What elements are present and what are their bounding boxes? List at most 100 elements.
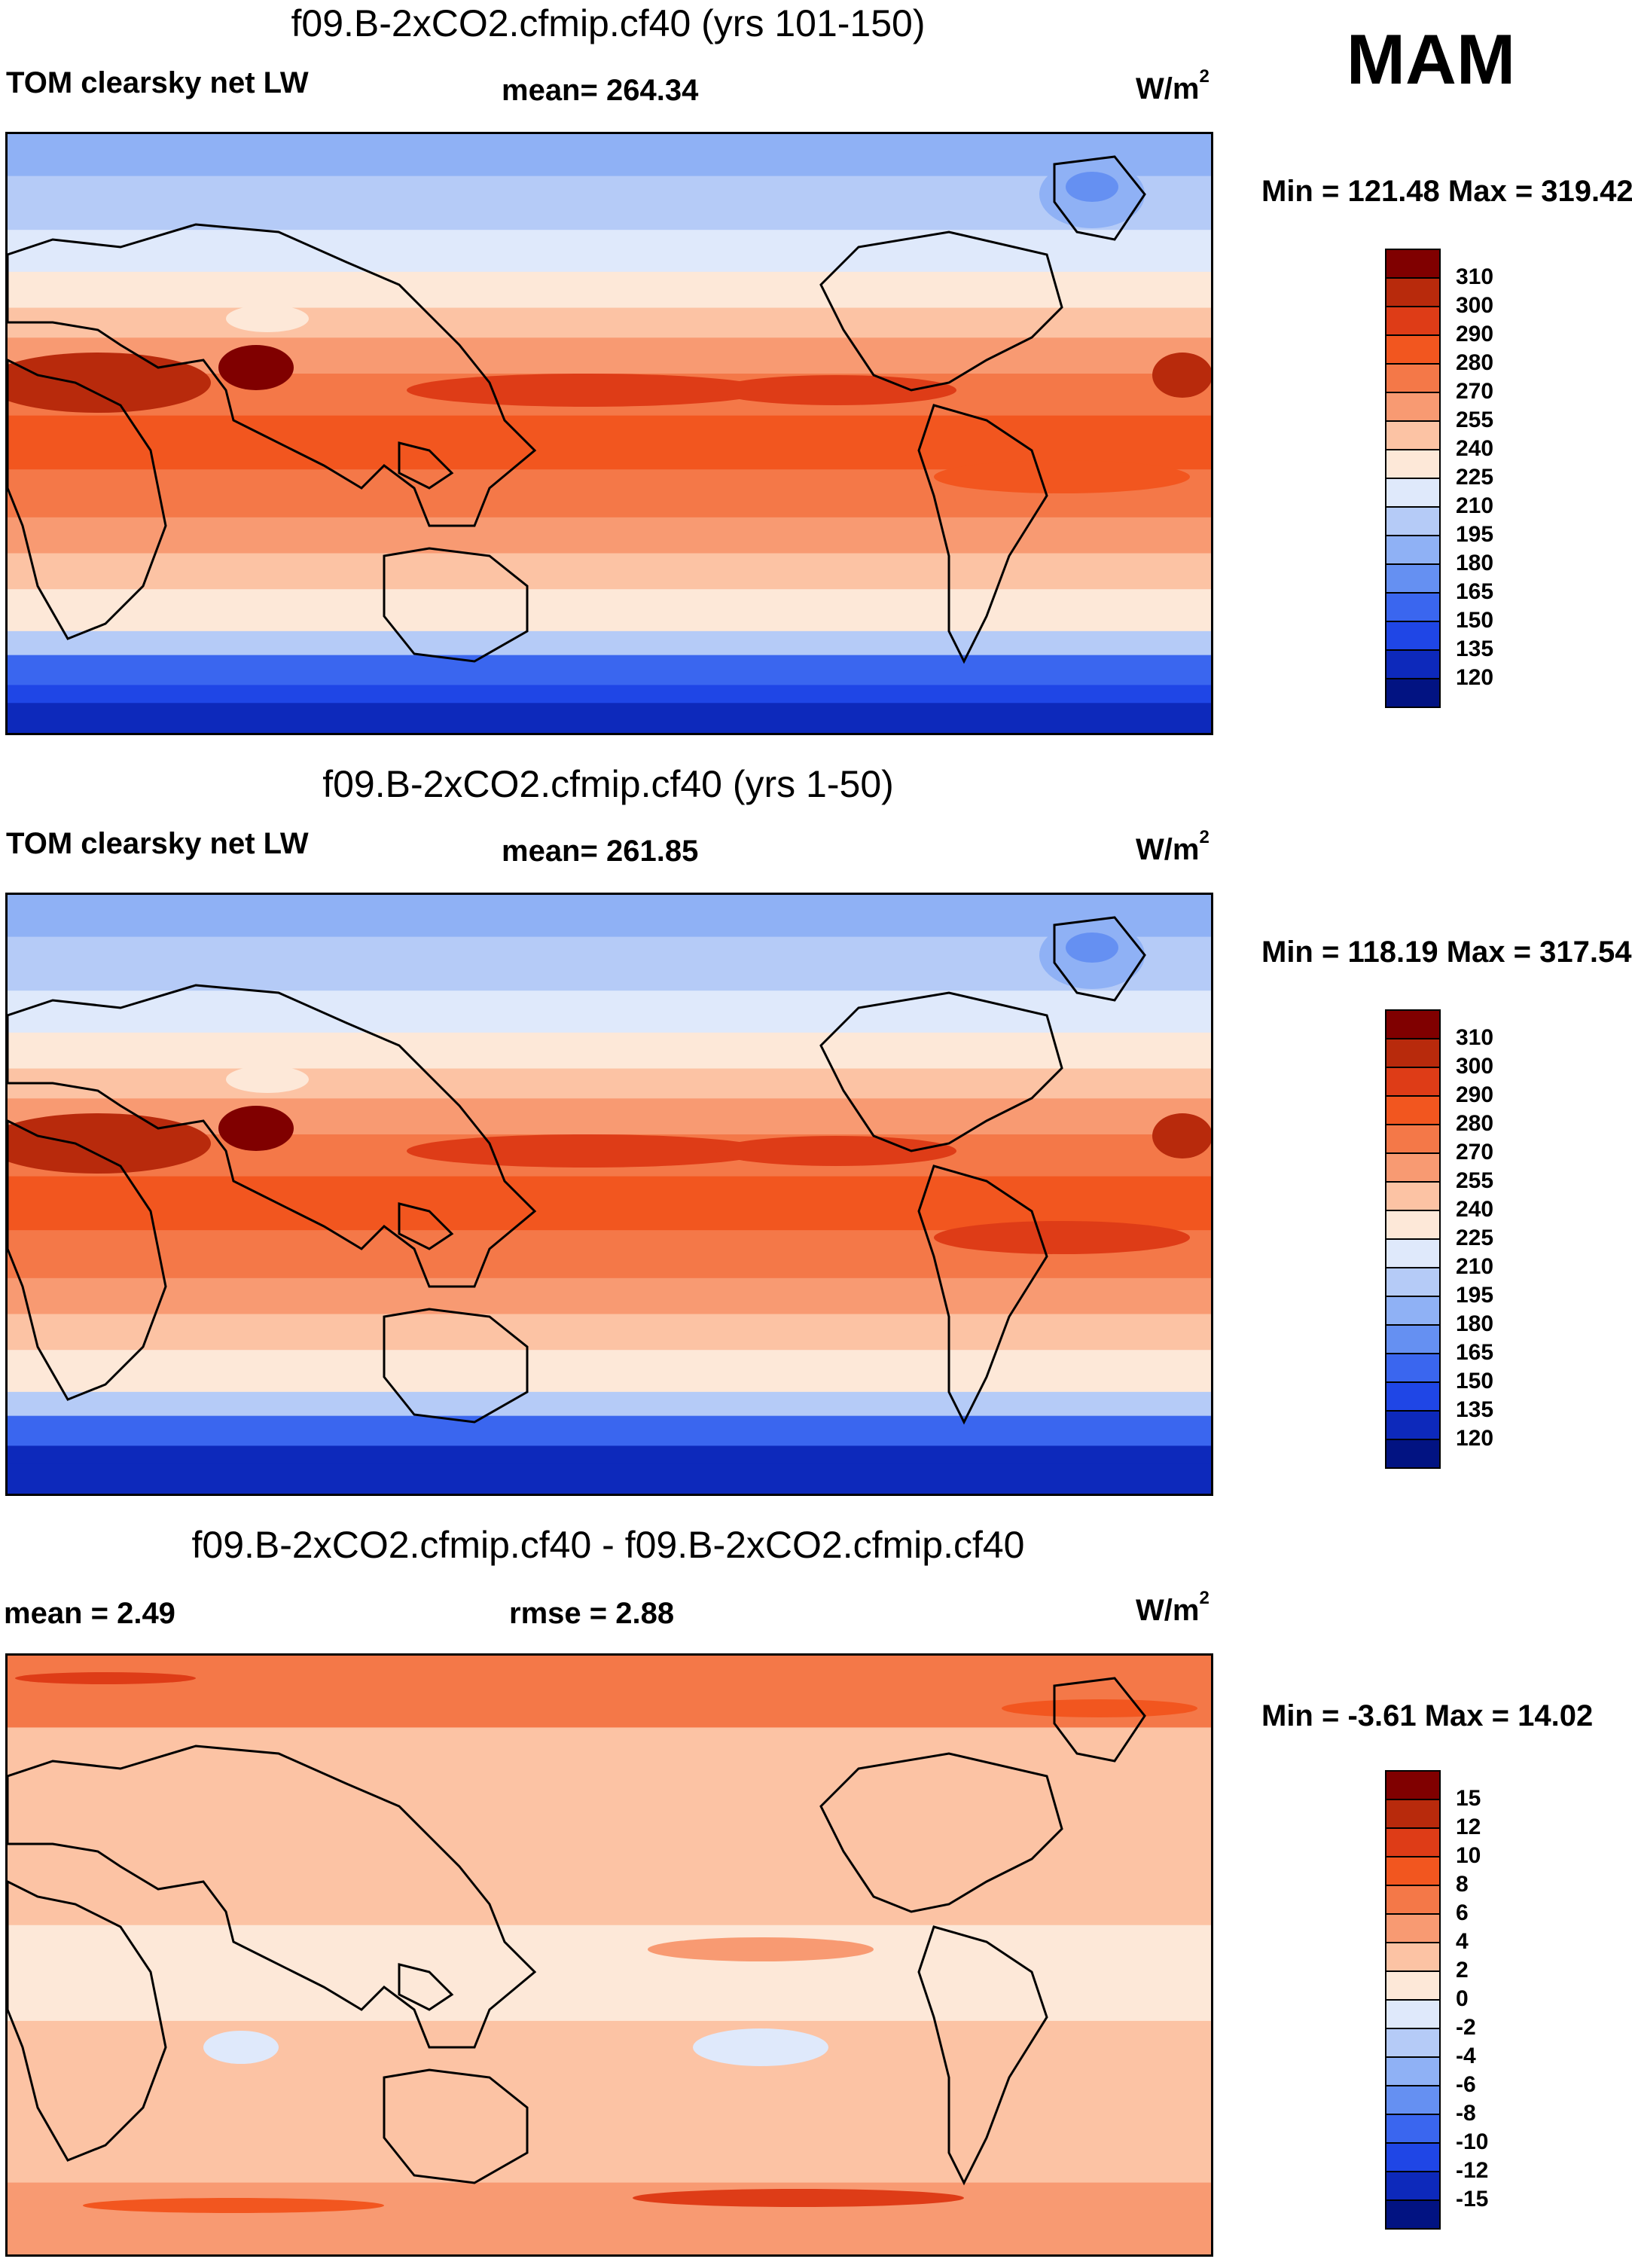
- colorbar-tick-label: -15: [1456, 2187, 1489, 2212]
- colorbar-tick-label: 165: [1456, 1340, 1494, 1365]
- panel-2-title: f09.B-2xCO2.cfmip.cf40 (yrs 1-50): [322, 763, 894, 805]
- antarctic-band: [8, 2182, 1211, 2254]
- warm-core: [934, 460, 1190, 493]
- colorbar-tick-label: 6: [1456, 1900, 1469, 1925]
- colorbar-tick-label: 310: [1456, 1025, 1494, 1050]
- coastline: [917, 1925, 1048, 2186]
- panel-3-colorbar: 15 12 10 8 6 4 2 0 -2 -4 -6 -8 -10 -12 -15: [1385, 1770, 1488, 2252]
- tropical-band: [8, 1925, 1211, 2021]
- panel-1-variable-label: TOM clearsky net LW: [6, 66, 309, 99]
- coastline: [1053, 1677, 1146, 1763]
- coastline: [8, 223, 537, 527]
- colorbar-swatch: [1385, 2056, 1441, 2086]
- coastline: [8, 1880, 167, 2162]
- coastline: [819, 1752, 1063, 1913]
- colorbar-tick-label: -10: [1456, 2129, 1489, 2154]
- plateau-cold-spot: [226, 1066, 309, 1093]
- colorbar-swatch: [1385, 1439, 1441, 1469]
- antarctic-band: [8, 1464, 1211, 1494]
- colorbar-tick-label: 165: [1456, 579, 1494, 604]
- colorbar-tick-label: 280: [1456, 1111, 1494, 1136]
- zonal-band: [8, 895, 1211, 938]
- colorbar-tick-label: -8: [1456, 2101, 1476, 2126]
- panel-2-min-max: Min = 118.19 Max = 317.54: [1261, 936, 1632, 969]
- panel-1-min-max: Min = 121.48 Max = 319.42: [1261, 175, 1632, 208]
- panel-3-units: W/m2: [1136, 1588, 1210, 1628]
- colorbar-tick-label: 15: [1456, 1786, 1481, 1811]
- colorbar-swatch: [1385, 1296, 1441, 1326]
- zonal-band: [8, 271, 1211, 309]
- colorbar-tick-label: 195: [1456, 1283, 1494, 1308]
- panel-2-mean: mean= 261.85: [502, 835, 699, 868]
- colorbar-swatch: [1385, 306, 1441, 336]
- colorbar-swatch: [1385, 1095, 1441, 1125]
- colorbar-tick-label: -12: [1456, 2158, 1489, 2183]
- colorbar-swatch: [1385, 2114, 1441, 2144]
- coastline: [8, 1744, 537, 2049]
- colorbar-tick-label: 280: [1456, 350, 1494, 375]
- colorbar-tick-label: 150: [1456, 1369, 1494, 1393]
- coastline: [383, 547, 529, 663]
- zonal-band: [8, 1314, 1211, 1351]
- coastline: [398, 1202, 454, 1250]
- warm-core: [1152, 1113, 1211, 1158]
- coastline: [917, 404, 1048, 664]
- colorbar-swatch: [1385, 2199, 1441, 2230]
- colorbar-swatch: [1385, 249, 1441, 279]
- colorbar-swatch: [1385, 1210, 1441, 1240]
- zonal-band: [8, 230, 1211, 273]
- zonal-band: [8, 307, 1211, 339]
- panel-1-title: f09.B-2xCO2.cfmip.cf40 (yrs 101-150): [291, 2, 926, 44]
- panel-1-map: [5, 132, 1213, 735]
- colorbar-swatch: [1385, 2142, 1441, 2172]
- colorbar-swatch: [1385, 1856, 1441, 1886]
- colorbar-swatch: [1385, 535, 1441, 565]
- colorbar-swatch: [1385, 478, 1441, 508]
- hot-spot: [218, 345, 294, 390]
- colorbar-swatch: [1385, 1324, 1441, 1354]
- colorbar-tick-label: 150: [1456, 608, 1494, 633]
- colorbar-swatch: [1385, 649, 1441, 679]
- colorbar-swatch: [1385, 506, 1441, 536]
- colorbar-tick-label: 290: [1456, 1082, 1494, 1107]
- panel-2-colorbar: 310 300 290 280 270 255 240 225 210 195 180 165 150 1…: [1385, 1009, 1493, 1491]
- colorbar-swatch: [1385, 392, 1441, 422]
- colorbar-tick-label: 310: [1456, 264, 1494, 289]
- panel-2-units: W/m2: [1136, 827, 1210, 867]
- zonal-band: [8, 1277, 1211, 1315]
- colorbar-swatch: [1385, 1885, 1441, 1915]
- colorbar-swatch: [1385, 1038, 1441, 1068]
- coastline: [819, 991, 1063, 1152]
- colorbar-swatch: [1385, 1152, 1441, 1183]
- colorbar-tick-label: 290: [1456, 322, 1494, 346]
- colorbar-tick-label: -6: [1456, 2072, 1476, 2097]
- panel-2-variable-label: TOM clearsky net LW: [6, 827, 309, 860]
- coastline: [917, 1165, 1048, 1425]
- zonal-band: [8, 1068, 1211, 1100]
- colorbar-tick-label: 10: [1456, 1843, 1481, 1868]
- warm-core: [1152, 353, 1211, 398]
- colorbar-swatch: [1385, 1999, 1441, 2029]
- panel-1-colorbar: 310 300 290 280 270 255 240 225 210 195 180 165 150 1…: [1385, 249, 1493, 731]
- warm-core: [407, 1134, 768, 1168]
- colorbar-swatch: [1385, 1381, 1441, 1412]
- colorbar-swatch: [1385, 277, 1441, 307]
- coastline: [1053, 155, 1146, 241]
- colorbar-tick-label: 120: [1456, 1426, 1494, 1451]
- colorbar-tick-label: 4: [1456, 1929, 1469, 1954]
- zonal-band: [8, 517, 1211, 554]
- zonal-band: [8, 134, 1211, 177]
- colorbar-swatch: [1385, 1799, 1441, 1829]
- colorbar-tick-label: 2: [1456, 1958, 1469, 1983]
- zonal-band: [8, 1032, 1211, 1070]
- greenland-cold-spot: [1066, 933, 1118, 963]
- colorbar-swatch: [1385, 1067, 1441, 1097]
- colorbar-tick-label: -4: [1456, 2044, 1476, 2068]
- positive-anomaly: [648, 1937, 874, 1961]
- warm-core: [934, 1221, 1190, 1254]
- colorbar-swatch: [1385, 1124, 1441, 1154]
- arctic-band: [8, 1656, 1211, 1728]
- panel-1-field: [8, 134, 1211, 733]
- colorbar-swatch: [1385, 1353, 1441, 1383]
- colorbar-swatch: [1385, 1238, 1441, 1268]
